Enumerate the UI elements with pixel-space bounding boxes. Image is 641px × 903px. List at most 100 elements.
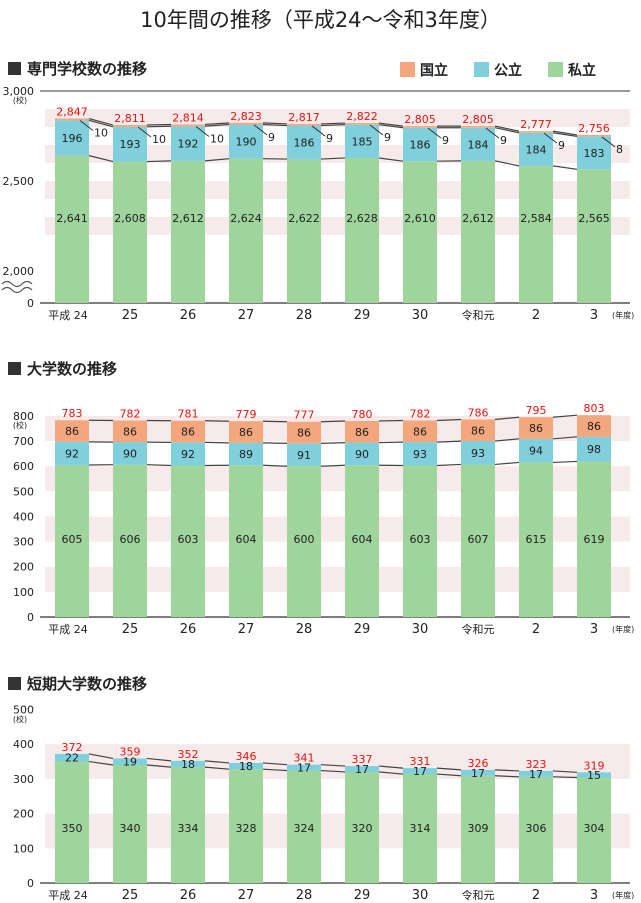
total-label: 337 bbox=[352, 753, 373, 766]
bar-segment-public bbox=[287, 125, 321, 160]
x-tick-label: 3 bbox=[590, 888, 598, 903]
bar-segment-private bbox=[287, 159, 321, 303]
connector-line bbox=[262, 420, 288, 423]
leader-line bbox=[79, 120, 94, 131]
bar-segment-private bbox=[55, 761, 89, 883]
bar-segment-private bbox=[519, 165, 553, 303]
total-label: 359 bbox=[120, 745, 141, 758]
total-label: 795 bbox=[526, 404, 547, 417]
total-label: 323 bbox=[526, 758, 547, 771]
bar-segment-private bbox=[171, 160, 205, 303]
x-tick-label: 26 bbox=[180, 888, 197, 903]
chart-title-university: 大学数の推移 bbox=[8, 358, 117, 379]
data-label: 2,612 bbox=[172, 212, 204, 225]
connector-line bbox=[436, 418, 462, 422]
bar-segment-private bbox=[577, 461, 611, 617]
bar-segment-public bbox=[345, 766, 379, 772]
x-tick-label: 27 bbox=[238, 308, 255, 323]
data-label: 600 bbox=[294, 533, 315, 546]
bar-segment-private bbox=[403, 465, 437, 617]
data-label: 18 bbox=[181, 758, 195, 771]
total-label: 782 bbox=[410, 407, 431, 420]
total-label: 372 bbox=[62, 741, 83, 754]
y-tick-label: 0 bbox=[27, 611, 34, 624]
bar-segment-private bbox=[519, 776, 553, 883]
data-label: 98 bbox=[587, 443, 601, 456]
chart-title-vocational: 専門学校数の推移 bbox=[8, 58, 147, 79]
bar-segment-private bbox=[577, 777, 611, 883]
bullet-square-icon bbox=[8, 62, 21, 75]
data-label: 86 bbox=[529, 422, 543, 435]
y-tick-label: 200 bbox=[13, 561, 34, 574]
total-label: 352 bbox=[178, 748, 199, 761]
data-label: 86 bbox=[297, 427, 311, 440]
total-label: 319 bbox=[584, 759, 605, 772]
x-tick-label: 28 bbox=[296, 622, 313, 637]
connector-line bbox=[204, 122, 230, 126]
total-label: 341 bbox=[294, 752, 315, 765]
data-label: 304 bbox=[584, 822, 605, 835]
x-tick-label: 平成 24 bbox=[48, 309, 88, 322]
data-label: 93 bbox=[413, 448, 427, 461]
chart-title-text: 専門学校数の推移 bbox=[27, 60, 148, 78]
connector-line bbox=[204, 158, 230, 162]
bar-segment-private bbox=[461, 464, 495, 617]
connector-line bbox=[494, 775, 520, 778]
axis-break-icon bbox=[1, 280, 33, 294]
connector-line bbox=[436, 463, 462, 467]
bar-segment-private bbox=[461, 775, 495, 883]
connector-line bbox=[320, 769, 346, 773]
data-label: 15 bbox=[587, 769, 601, 782]
x-tick-label: 29 bbox=[354, 622, 371, 637]
bar-segment-private bbox=[577, 169, 611, 303]
x-tick-label: 30 bbox=[412, 308, 429, 323]
year-unit-label: (年度) bbox=[612, 624, 634, 634]
x-tick-label: 26 bbox=[180, 308, 197, 323]
connector-line bbox=[494, 438, 520, 442]
data-label: 86 bbox=[471, 424, 485, 437]
y-tick-label: 100 bbox=[13, 842, 34, 855]
data-label: 324 bbox=[294, 822, 315, 835]
bar-segment-public bbox=[461, 769, 495, 776]
x-tick-label: 28 bbox=[296, 308, 313, 323]
bar-segment-public bbox=[229, 124, 263, 159]
connector-line bbox=[146, 757, 172, 762]
legend-swatch bbox=[474, 62, 489, 77]
legend-item-national: 国立 bbox=[400, 60, 448, 80]
bar-segment-public bbox=[577, 772, 611, 778]
y-tick-label: 800 bbox=[13, 410, 34, 423]
legend-label: 国立 bbox=[420, 63, 448, 79]
bar-segment-private bbox=[171, 767, 205, 883]
data-label: 2,608 bbox=[114, 212, 146, 225]
connector-line bbox=[552, 414, 578, 418]
connector-line bbox=[378, 157, 404, 162]
connector-line bbox=[320, 420, 346, 423]
data-label: 17 bbox=[471, 767, 485, 780]
y-tick-label: 600 bbox=[13, 460, 34, 473]
connector-line bbox=[204, 123, 230, 127]
bar-segment-private bbox=[171, 465, 205, 617]
data-label: 17 bbox=[297, 762, 311, 775]
y-tick-label: 500 bbox=[13, 485, 34, 498]
y-tick-label: 400 bbox=[13, 510, 34, 523]
total-label: 803 bbox=[584, 402, 605, 415]
bar-segment-public bbox=[403, 442, 437, 466]
data-label: 183 bbox=[584, 147, 605, 160]
data-label: 92 bbox=[65, 447, 79, 460]
data-label: 193 bbox=[120, 138, 141, 151]
data-label: 309 bbox=[468, 822, 489, 835]
total-label: 2,756 bbox=[578, 122, 610, 135]
bar-segment-private bbox=[113, 161, 147, 303]
y-unit-label: (校) bbox=[13, 95, 27, 105]
total-label: 2,811 bbox=[114, 112, 146, 125]
total-label: 2,805 bbox=[404, 113, 436, 126]
x-tick-label: 28 bbox=[296, 888, 313, 903]
y-tick-label: 400 bbox=[13, 738, 34, 751]
data-label: 93 bbox=[471, 447, 485, 460]
total-label: 786 bbox=[468, 406, 489, 419]
connector-line bbox=[378, 419, 404, 422]
y-tick-label: 500 bbox=[13, 704, 34, 717]
data-label: 17 bbox=[355, 763, 369, 776]
bar-segment-public bbox=[461, 127, 495, 161]
data-label: 10 bbox=[210, 132, 224, 145]
